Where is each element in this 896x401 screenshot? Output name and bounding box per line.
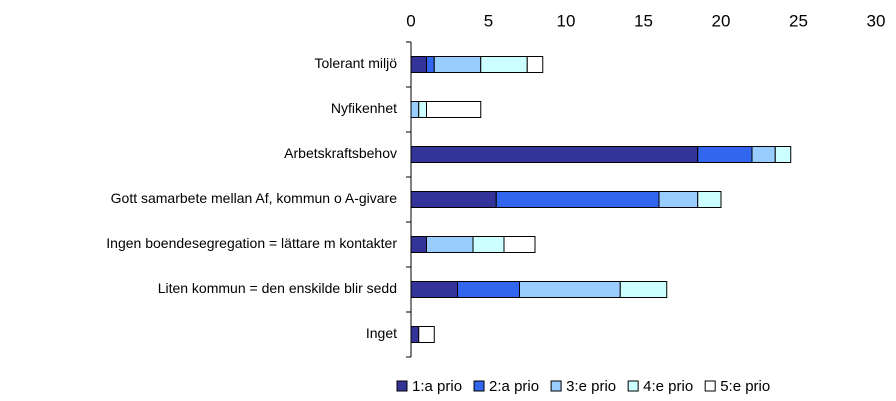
bar-segment: [751, 146, 776, 163]
bar-segment: [426, 56, 435, 73]
x-tick-label: 0: [406, 11, 415, 30]
x-tick-label: 20: [712, 11, 731, 30]
legend-swatch: [473, 380, 485, 392]
legend-label: 5:e prio: [720, 378, 770, 395]
bar-segment: [472, 236, 505, 253]
legend-swatch: [396, 380, 408, 392]
bar-segment: [418, 326, 435, 343]
legend-swatch: [704, 380, 716, 392]
x-tick-label: 15: [634, 11, 653, 30]
bar-segment: [410, 326, 420, 343]
bar-segment: [503, 236, 536, 253]
x-tick-label: 25: [789, 11, 808, 30]
x-tick-label: 30: [867, 11, 886, 30]
legend-label: 4:e prio: [643, 378, 693, 395]
bar-segment: [426, 101, 482, 118]
y-tick-label: Nyfikenhet: [331, 100, 397, 116]
bar-segment: [658, 191, 699, 208]
y-tick-label: Gott samarbete mellan Af, kommun o A-giv…: [111, 190, 398, 206]
y-tick-label: Ingen boendesegregation = lättare m kont…: [106, 235, 397, 251]
y-tick-label: Tolerant miljö: [315, 55, 398, 71]
bar-segment: [526, 56, 544, 73]
bar-segment: [418, 101, 427, 118]
bar-segment: [410, 236, 427, 253]
bar-segment: [426, 236, 474, 253]
bar-segment: [410, 146, 699, 163]
bar-segment: [480, 56, 528, 73]
legend-label: 2:a prio: [489, 378, 539, 395]
bar-segment: [697, 146, 753, 163]
y-tick-label: Liten kommun = den enskilde blir sedd: [158, 280, 397, 296]
bar-segment: [433, 56, 482, 73]
bar-segment: [410, 101, 420, 118]
x-tick-label: 10: [557, 11, 576, 30]
x-tick-label: 5: [484, 11, 493, 30]
legend-swatch: [550, 380, 562, 392]
bar-segment: [410, 191, 497, 208]
bar-segment: [519, 281, 621, 298]
y-tick-label: Inget: [366, 325, 397, 341]
legend-label: 1:a prio: [412, 378, 462, 395]
bar-segment: [697, 191, 722, 208]
bar-segment: [457, 281, 520, 298]
legend-swatch: [627, 380, 639, 392]
bar-segment: [619, 281, 668, 298]
y-tick-label: Arbetskraftsbehov: [284, 145, 397, 161]
legend-label: 3:e prio: [566, 378, 616, 395]
bar-segment: [495, 191, 660, 208]
bar-segment: [410, 56, 427, 73]
bar-segment: [774, 146, 792, 163]
bar-segment: [410, 281, 458, 298]
